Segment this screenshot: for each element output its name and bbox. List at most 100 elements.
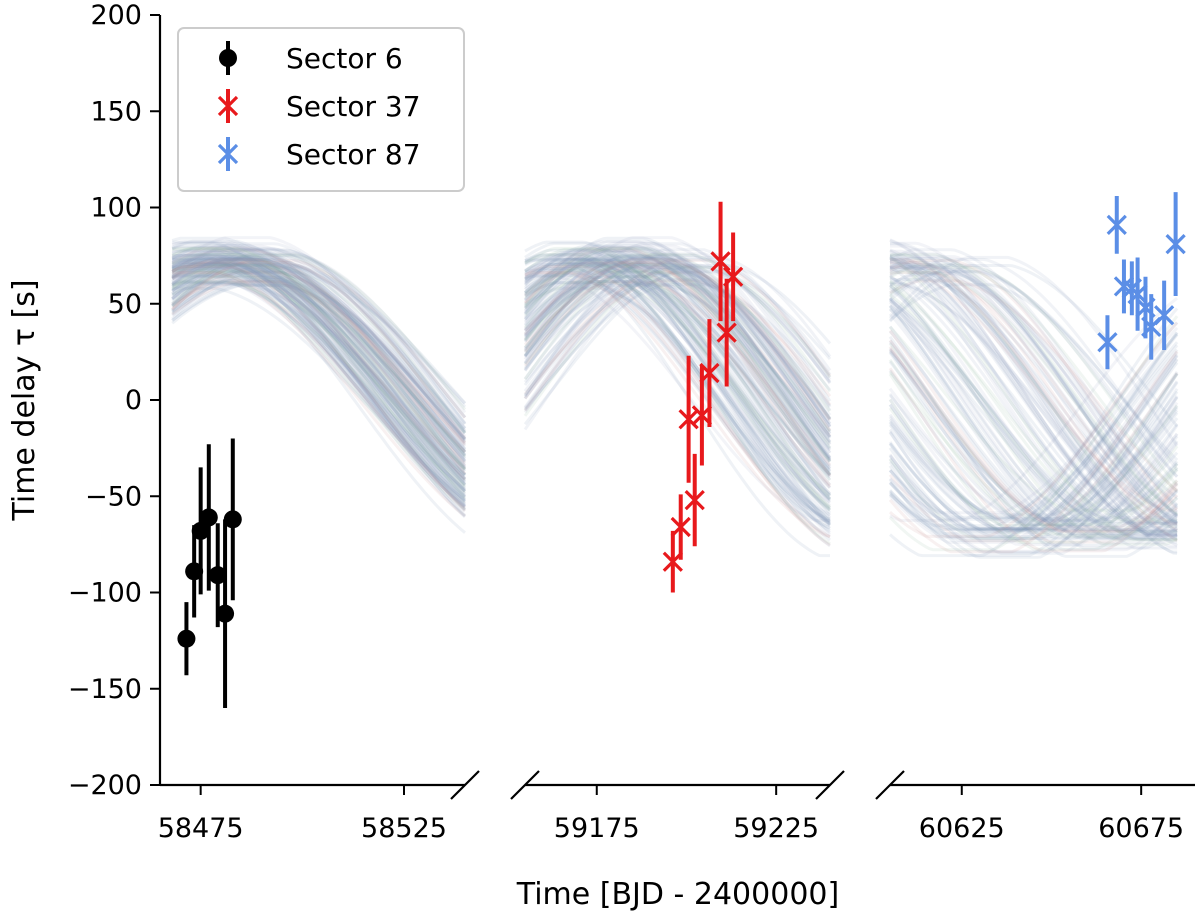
model-draw: [171, 254, 467, 434]
model-draw: [524, 258, 831, 519]
model-draw: [523, 269, 832, 410]
model-draw: [889, 274, 1178, 532]
model-draw: [888, 394, 1179, 527]
model-draw: [888, 280, 1178, 546]
model-draw: [171, 263, 467, 439]
model-draw: [888, 305, 1179, 532]
model-draw: [171, 242, 467, 435]
model-draw: [171, 258, 467, 419]
model-draw: [523, 276, 832, 477]
model-draw: [525, 274, 830, 522]
model-draw: [524, 251, 831, 507]
model-draw: [171, 249, 467, 419]
point-marker: [710, 251, 731, 272]
model-draw: [171, 265, 466, 476]
model-draw: [171, 254, 467, 462]
model-draw: [171, 257, 467, 486]
model-draw: [889, 269, 1179, 478]
model-draw: [171, 282, 467, 469]
model-draw: [171, 265, 466, 491]
model-draw: [171, 266, 467, 460]
model-draw: [523, 245, 832, 495]
model-draw: [888, 321, 1179, 528]
model-draw: [524, 247, 832, 511]
model-draw: [171, 259, 467, 503]
model-draw: [171, 281, 467, 483]
model-draw: [889, 255, 1179, 518]
model-draw: [524, 253, 831, 533]
model-draw: [171, 262, 467, 458]
model-draw: [524, 271, 831, 523]
x-tick-label: 59175: [554, 813, 640, 844]
model-draw: [524, 253, 831, 527]
point-marker: [223, 510, 242, 529]
model-draw: [172, 257, 466, 509]
model-draw: [888, 371, 1179, 526]
model-draw: [523, 259, 832, 504]
model-draw: [523, 269, 832, 452]
point-marker: [208, 566, 227, 585]
model-draw: [523, 274, 832, 462]
model-draw: [523, 259, 832, 509]
model-draw: [888, 301, 1178, 541]
model-draw: [523, 240, 832, 469]
model-draw: [171, 263, 467, 471]
model-draw: [889, 270, 1178, 516]
model-draw: [171, 271, 467, 444]
model-draw: [523, 262, 832, 476]
model-draw: [888, 330, 1179, 536]
model-draw: [888, 353, 1179, 533]
model-draw: [889, 296, 1178, 524]
model-draw: [890, 262, 1178, 523]
model-draw: [523, 258, 832, 463]
model-draw: [171, 247, 467, 493]
model-draw: [889, 263, 1179, 528]
model-draw: [524, 264, 831, 547]
model-draw: [889, 307, 1179, 558]
model-draw: [523, 272, 832, 412]
model-draw: [171, 267, 467, 408]
model-draw: [171, 262, 467, 487]
data-point: [216, 519, 235, 708]
axes: 200 150 100 50 0 −50 −100 −150 −200 58475 58525 591…: [68, 0, 1195, 844]
model-draw: [171, 263, 467, 453]
model-draw: [171, 256, 467, 467]
model-draw: [171, 246, 467, 473]
model-draw: [889, 304, 1178, 534]
model-draw: [523, 253, 832, 467]
model-draw: [890, 265, 1178, 547]
model-draw: [524, 286, 831, 510]
model-draw: [171, 236, 467, 441]
model-draw: [523, 265, 832, 420]
data-point: [678, 355, 699, 483]
model-draw: [523, 280, 832, 466]
model-draw: [889, 266, 1179, 518]
model-draw: [171, 276, 467, 434]
model-draw: [524, 264, 831, 497]
model-draw: [171, 283, 467, 453]
model-draw: [888, 358, 1179, 531]
model-draw: [523, 249, 832, 487]
model-draw: [523, 259, 832, 461]
model-draw: [523, 261, 832, 477]
x-tick-label: 60675: [1098, 813, 1184, 844]
model-draw: [888, 387, 1179, 522]
model-draw: [171, 245, 467, 501]
model-draw: [172, 274, 466, 501]
model-draw: [172, 247, 466, 505]
model-draw: [171, 257, 467, 507]
model-draw: [523, 264, 832, 446]
model-draw: [889, 279, 1179, 493]
model-draw: [171, 246, 467, 487]
y-tick-label: −100: [68, 578, 142, 609]
model-draw: [524, 265, 831, 497]
model-draw: [171, 253, 467, 411]
point-marker: [1165, 233, 1186, 255]
y-tick-label: −150: [68, 674, 142, 705]
model-draw: [171, 259, 467, 458]
model-draw: [171, 257, 467, 476]
model-draw: [171, 255, 467, 452]
model-draw: [523, 261, 832, 517]
model-draw: [523, 265, 832, 443]
model-draw: [172, 253, 467, 513]
